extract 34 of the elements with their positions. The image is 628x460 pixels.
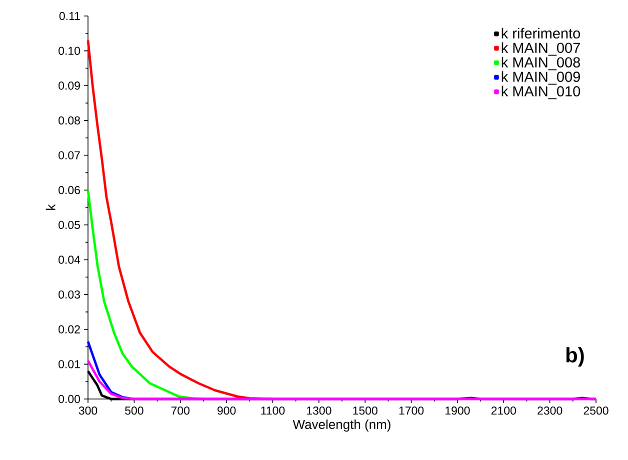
y-tick-label: 0.05 [58, 220, 80, 229]
legend-label: k MAIN_010 [502, 86, 580, 100]
legend-label: k MAIN_009 [502, 71, 580, 85]
x-tick-label: 1100 [261, 406, 285, 415]
legend-label: k MAIN_007 [502, 42, 580, 56]
y-tick-label: 0.07 [58, 151, 80, 160]
y-tick-label: 0.00 [58, 394, 80, 404]
y-tick-label: 0.04 [58, 256, 80, 264]
y-axis-title: k [46, 204, 56, 210]
x-tick-label: 1500 [353, 406, 378, 415]
x-tick-label: 300 [78, 406, 98, 415]
y-tick-label: 0.06 [58, 186, 80, 194]
x-tick-label: 1300 [306, 406, 332, 415]
y-tick-label: 0.02 [58, 325, 80, 334]
y-tick-label: 0.01 [58, 360, 80, 368]
x-tick-label: 2300 [538, 406, 562, 415]
x-tick-label: 500 [125, 406, 144, 415]
x-tick-label: 2100 [491, 406, 516, 415]
x-tick-label: 1900 [446, 406, 470, 415]
x-tick-label: 2500 [584, 406, 608, 415]
y-tick-label: 0.11 [59, 12, 80, 20]
x-tick-label: 700 [171, 406, 190, 415]
annotation: b) [566, 347, 584, 367]
y-tick-label: 0.10 [58, 46, 80, 55]
y-tick-label: 0.03 [58, 290, 80, 299]
y-tick-label: 0.08 [58, 116, 80, 125]
x-axis-title: Wavelength (nm) [292, 420, 390, 432]
line-series [86, 39, 274, 400]
x-tick-label: 1700 [399, 406, 424, 415]
legend-label: k MAIN_008 [502, 56, 580, 70]
line-series [86, 188, 205, 400]
legend-label: k riferimento [502, 28, 580, 38]
y-tick-label: 0.09 [58, 82, 80, 90]
x-tick-label: 900 [218, 406, 236, 415]
